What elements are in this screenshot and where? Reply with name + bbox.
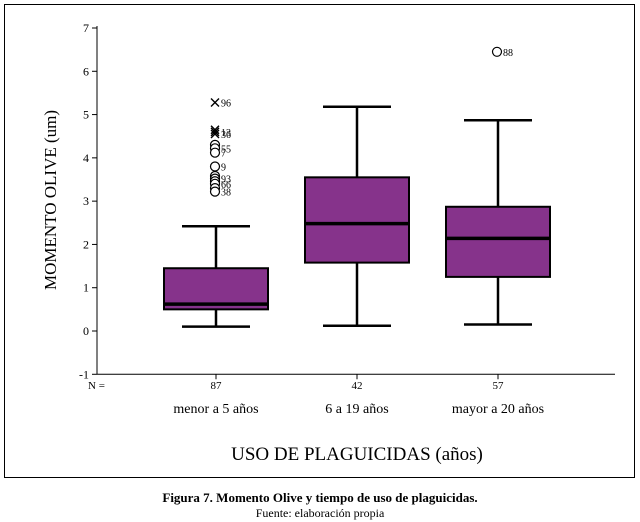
axes: -1 0 1 2 3 4 5 6 7 87 menor a 5 años 42 6 a 19 años 5… bbox=[79, 21, 615, 417]
n-value: 42 bbox=[352, 380, 363, 392]
outlier-label: 36 bbox=[221, 130, 231, 141]
box bbox=[445, 205, 551, 278]
boxplot-chart: -1 0 1 2 3 4 5 6 7 87 menor a 5 años 42 6 a 19 años 5… bbox=[41, 21, 615, 465]
n-value: 57 bbox=[493, 380, 505, 392]
extreme-marker bbox=[210, 97, 220, 107]
outlier-marker bbox=[209, 161, 221, 172]
y-tick-label: 7 bbox=[83, 21, 89, 35]
outlier-label: 93 bbox=[221, 175, 231, 186]
y-tick-label: -1 bbox=[79, 367, 89, 381]
box bbox=[304, 176, 410, 264]
figure-caption: Figura 7. Momento Olive y tiempo de uso … bbox=[162, 490, 478, 505]
outlier-label: 96 bbox=[221, 98, 231, 109]
y-tick-label: 4 bbox=[83, 151, 89, 165]
extreme-marker bbox=[210, 127, 220, 137]
outlier-label: 38 bbox=[221, 188, 231, 199]
category-label: mayor a 20 años bbox=[452, 402, 544, 417]
y-tick-label: 1 bbox=[83, 281, 89, 295]
outlier-marker bbox=[209, 147, 221, 158]
category-label: menor a 5 años bbox=[173, 402, 258, 417]
figure-frame bbox=[4, 4, 635, 478]
outlier-label: 88 bbox=[503, 48, 513, 59]
x-axis-label: USO DE PLAGUICIDAS (años) bbox=[231, 444, 483, 465]
outlier-label: 13 bbox=[221, 128, 231, 139]
category-label: 6 a 19 años bbox=[325, 402, 388, 417]
outlier-label: 7 bbox=[221, 149, 226, 160]
y-tick-label: 0 bbox=[83, 324, 89, 338]
y-tick-label: 3 bbox=[83, 194, 89, 208]
extreme-marker bbox=[210, 125, 220, 135]
outlier-label: 55 bbox=[221, 144, 231, 155]
extreme-marker bbox=[210, 129, 220, 139]
outlier-label: 9 bbox=[221, 163, 226, 174]
outlier-marker bbox=[491, 46, 503, 57]
y-tick-label: 2 bbox=[83, 237, 89, 251]
n-value: 87 bbox=[211, 380, 223, 392]
y-axis-label: MOMENTO OLIVE (um) bbox=[41, 110, 60, 290]
y-tick-label: 5 bbox=[83, 108, 89, 122]
figure-source: Fuente: elaboración propia bbox=[255, 506, 385, 520]
n-label: N = bbox=[88, 380, 105, 392]
y-tick-label: 6 bbox=[83, 64, 89, 78]
outlier-label: 66 bbox=[221, 180, 231, 191]
outlier-marker bbox=[209, 186, 221, 197]
